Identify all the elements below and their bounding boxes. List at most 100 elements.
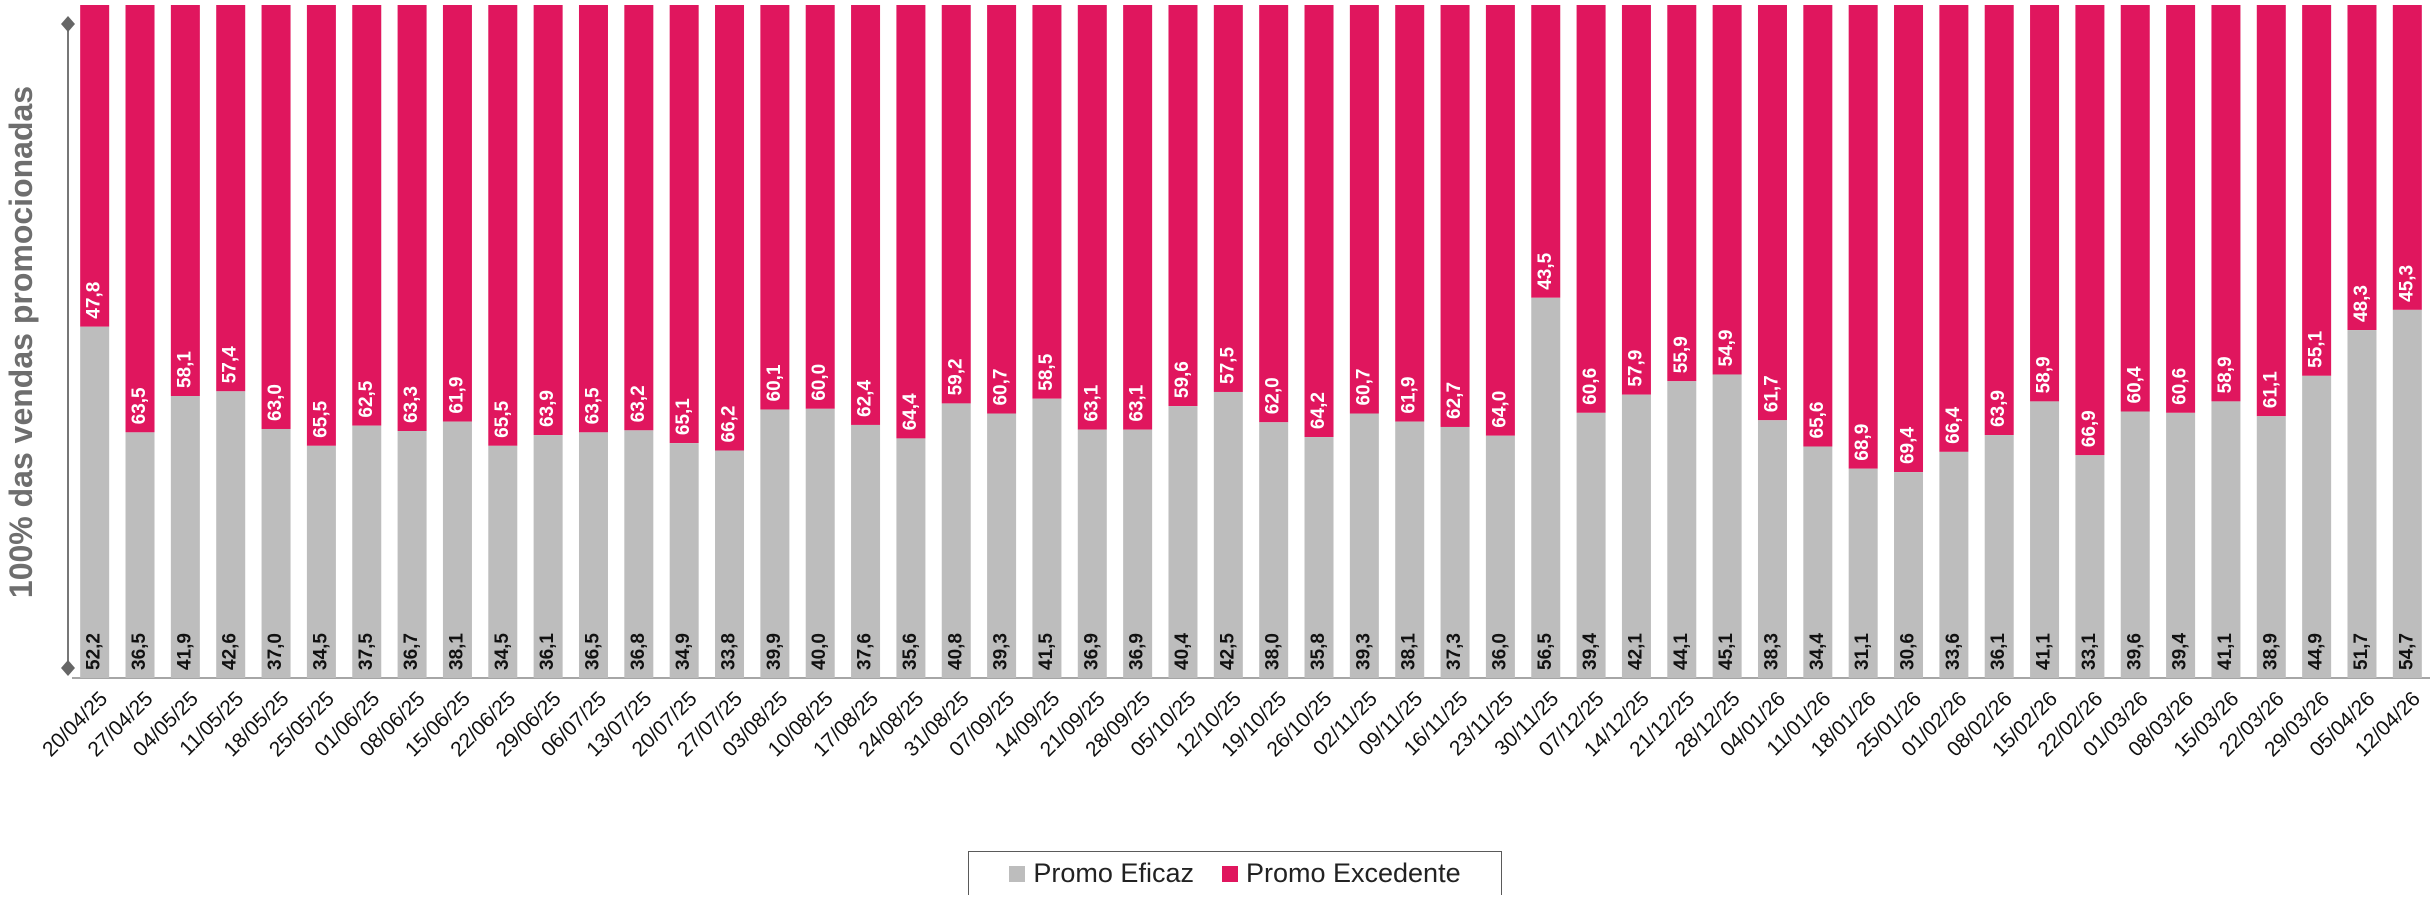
bar-promo-excedente — [1667, 5, 1697, 382]
bar-promo-eficaz — [941, 403, 971, 678]
bar-promo-eficaz — [1032, 398, 1062, 678]
data-label-promo-eficaz: 40,8 — [945, 633, 966, 670]
bar-promo-excedente — [1395, 5, 1425, 422]
data-label-promo-eficaz: 40,0 — [809, 633, 830, 670]
data-label-promo-excedente: 63,1 — [1127, 384, 1148, 421]
bar-promo-eficaz — [261, 428, 291, 678]
bar-promo-excedente — [1803, 5, 1833, 447]
bar-promo-excedente — [1259, 5, 1289, 423]
data-label-promo-excedente: 45,3 — [2396, 265, 2417, 302]
data-label-promo-eficaz: 36,5 — [129, 633, 150, 670]
data-label-promo-eficaz: 39,3 — [991, 633, 1012, 670]
data-label-promo-eficaz: 33,1 — [2079, 633, 2100, 670]
bar-promo-eficaz — [578, 432, 608, 678]
bar-promo-eficaz — [2030, 401, 2060, 678]
bar-promo-eficaz — [216, 391, 246, 678]
data-label-promo-eficaz: 31,1 — [1852, 633, 1873, 670]
bar-promo-excedente — [1621, 5, 1651, 395]
bar-promo-eficaz — [442, 421, 472, 678]
bar-promo-excedente — [80, 5, 110, 327]
data-label-promo-eficaz: 44,1 — [1671, 633, 1692, 670]
data-label-promo-eficaz: 41,1 — [2034, 633, 2055, 670]
bar-promo-eficaz — [1803, 446, 1833, 678]
bar-promo-excedente — [1168, 5, 1198, 407]
data-label-promo-eficaz: 34,9 — [673, 633, 694, 670]
legend-label-promo-eficaz: Promo Eficaz — [1033, 858, 1194, 888]
data-label-promo-excedente: 68,9 — [1852, 424, 1873, 461]
bar-promo-excedente — [1349, 5, 1379, 414]
bar-promo-excedente — [533, 5, 563, 436]
bar-promo-excedente — [1077, 5, 1107, 430]
data-label-promo-eficaz: 56,5 — [1535, 633, 1556, 670]
bar-promo-excedente — [442, 5, 472, 422]
data-label-promo-eficaz: 41,5 — [1036, 633, 1057, 670]
bar-promo-eficaz — [1667, 381, 1697, 678]
data-label-promo-eficaz: 38,0 — [1263, 633, 1284, 670]
data-label-promo-excedente: 61,7 — [1761, 375, 1782, 412]
bar-promo-excedente — [851, 5, 881, 425]
data-label-promo-eficaz: 41,9 — [174, 633, 195, 670]
data-label-promo-excedente: 63,2 — [628, 385, 649, 422]
bar-promo-excedente — [397, 5, 427, 432]
bar-promo-eficaz — [1304, 437, 1334, 678]
data-label-promo-excedente: 63,1 — [1081, 384, 1102, 421]
bar-promo-eficaz — [987, 413, 1017, 678]
data-label-promo-excedente: 58,9 — [2215, 356, 2236, 393]
bar-promo-eficaz — [1576, 412, 1606, 678]
data-label-promo-eficaz: 37,0 — [265, 633, 286, 670]
data-label-promo-excedente: 66,9 — [2079, 410, 2100, 447]
bar-promo-excedente — [2347, 5, 2377, 331]
data-label-promo-excedente: 57,9 — [1625, 350, 1646, 387]
bar-promo-excedente — [1939, 5, 1969, 452]
bar-promo-eficaz — [1894, 472, 1924, 678]
bar-promo-excedente — [170, 5, 200, 397]
bar-promo-eficaz — [170, 396, 200, 678]
bar-promo-eficaz — [1757, 420, 1787, 678]
bar-promo-excedente — [941, 5, 971, 404]
data-label-promo-excedente: 47,8 — [84, 282, 105, 319]
data-label-promo-eficaz: 39,6 — [2124, 633, 2145, 670]
bar-promo-eficaz — [2166, 412, 2196, 678]
data-label-promo-excedente: 63,5 — [582, 387, 603, 424]
bar-promo-eficaz — [1621, 394, 1651, 678]
bar-promo-excedente — [1894, 5, 1924, 473]
data-label-promo-excedente: 60,7 — [991, 369, 1012, 406]
data-label-promo-excedente: 60,6 — [1580, 368, 1601, 405]
bar-promo-excedente — [2392, 5, 2422, 310]
bar-promo-eficaz — [2392, 309, 2422, 678]
bar-promo-excedente — [578, 5, 608, 433]
data-label-promo-eficaz: 38,9 — [2260, 633, 2281, 670]
data-label-promo-excedente: 66,2 — [719, 406, 740, 443]
bar-promo-excedente — [1440, 5, 1470, 427]
data-label-promo-excedente: 65,1 — [673, 398, 694, 435]
bar-promo-excedente — [1757, 5, 1787, 421]
bar-promo-eficaz — [1123, 429, 1153, 678]
bar-promo-eficaz — [352, 425, 382, 678]
data-label-promo-eficaz: 40,4 — [1172, 633, 1193, 670]
data-label-promo-eficaz: 36,9 — [1081, 633, 1102, 670]
data-label-promo-excedente: 63,9 — [1988, 390, 2009, 427]
data-label-promo-excedente: 63,3 — [401, 386, 422, 423]
bar-promo-eficaz — [2256, 416, 2286, 678]
bar-promo-excedente — [306, 5, 336, 446]
bar-promo-eficaz — [1259, 422, 1289, 678]
bar-promo-excedente — [760, 5, 790, 410]
data-label-promo-eficaz: 39,9 — [764, 633, 785, 670]
data-label-promo-eficaz: 36,9 — [1127, 633, 1148, 670]
data-label-promo-excedente: 69,4 — [1898, 427, 1919, 464]
bar-promo-eficaz — [1395, 421, 1425, 678]
bar-promo-excedente — [1848, 5, 1878, 469]
bar-promo-eficaz — [125, 432, 155, 678]
bar-promo-excedente — [488, 5, 518, 446]
data-label-promo-excedente: 62,5 — [356, 380, 377, 417]
data-label-promo-eficaz: 34,5 — [492, 633, 513, 670]
bar-promo-eficaz — [1213, 391, 1243, 678]
bar-promo-excedente — [669, 5, 699, 444]
data-label-promo-eficaz: 44,9 — [2306, 633, 2327, 670]
data-label-promo-eficaz: 37,6 — [855, 633, 876, 670]
bar-promo-excedente — [1531, 5, 1561, 298]
data-label-promo-excedente: 62,4 — [855, 380, 876, 417]
bar-promo-eficaz — [1984, 435, 2014, 678]
